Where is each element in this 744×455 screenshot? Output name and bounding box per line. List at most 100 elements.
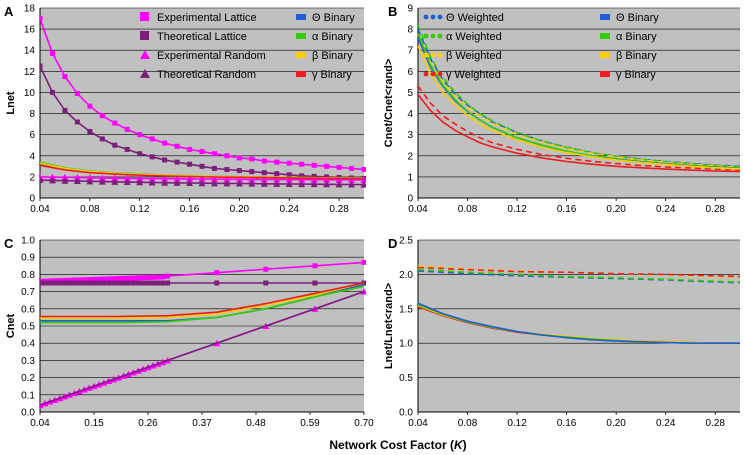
legend: Experimental Lattice Theoretical Lattice E… xyxy=(140,12,355,81)
data-point-triangle xyxy=(273,180,281,187)
data-point-square xyxy=(116,276,122,282)
data-point-square xyxy=(87,129,93,134)
data-point-square xyxy=(86,277,92,283)
series-line--binary xyxy=(418,302,740,345)
y-tick-label: 0.0 xyxy=(21,408,35,419)
data-point-triangle xyxy=(235,180,243,187)
data-point-square xyxy=(174,143,180,149)
y-axis-label: Cnet/Cnet<rand> xyxy=(383,59,395,148)
legend-swatch xyxy=(296,71,306,77)
data-point-square xyxy=(111,280,117,286)
y-axis-label: Cnet xyxy=(5,313,17,338)
legend-dot xyxy=(423,33,429,39)
data-point-square xyxy=(199,149,205,155)
data-point-square xyxy=(106,280,112,286)
data-point-square xyxy=(312,280,318,286)
data-point-triangle xyxy=(148,175,156,182)
data-point-square xyxy=(62,107,68,113)
data-point-triangle xyxy=(360,176,366,183)
legend-dot xyxy=(430,33,436,39)
data-point-square xyxy=(125,275,131,281)
data-point-square xyxy=(155,274,161,280)
data-point-square xyxy=(261,158,267,164)
data-point-square xyxy=(224,167,230,172)
panel-d: 0.0 0.5 1.0 1.5 2.0 2.5 0.04 0.08 0.12 0.16 0.20 0.… xyxy=(383,236,741,429)
legend-marker-triangle xyxy=(140,69,150,78)
data-point-square xyxy=(52,280,58,286)
data-point-square xyxy=(162,157,168,163)
x-tick-label: 0.59 xyxy=(300,418,320,429)
data-point-square xyxy=(112,142,118,148)
x-tick-label: 0.28 xyxy=(705,418,725,429)
y-tick-label: 2.0 xyxy=(399,270,413,281)
y-tick-label: 14 xyxy=(24,46,36,57)
panel-a: 0 2 4 6 8 10 12 14 16 18 0.04 0.08 0.12 0.16 0.20 0.24 0… xyxy=(4,4,366,215)
data-point-square xyxy=(96,276,102,282)
data-point-triangle xyxy=(210,179,218,187)
x-tick-label: 0.24 xyxy=(656,418,676,429)
data-point-square xyxy=(236,155,242,161)
y-tick-label: 2.5 xyxy=(399,236,413,247)
data-point-triangle xyxy=(98,178,106,185)
data-point-square xyxy=(66,277,72,283)
y-tick-label: 4 xyxy=(29,151,35,162)
data-point-square xyxy=(160,280,166,286)
y-tick-label: 0.1 xyxy=(21,390,35,401)
data-point-triangle xyxy=(223,179,231,187)
data-point-square xyxy=(211,165,217,171)
legend-label: α Binary xyxy=(312,31,353,43)
data-point-square xyxy=(130,280,136,286)
x-tick-label: 0.15 xyxy=(84,418,104,429)
data-point-square xyxy=(165,280,171,286)
data-point-triangle xyxy=(285,180,293,187)
data-point-square xyxy=(145,274,151,280)
y-tick-label: 3 xyxy=(407,130,413,141)
data-point-triangle xyxy=(260,180,268,187)
legend-label: Experimental Lattice xyxy=(157,12,257,24)
data-point-square xyxy=(162,140,168,146)
data-point-triangle xyxy=(360,181,366,188)
series-line--binary xyxy=(418,45,741,170)
x-tick-label: 0.08 xyxy=(80,204,100,215)
y-tick-label: 18 xyxy=(24,4,36,15)
y-tick-label: 5 xyxy=(407,88,413,99)
data-point-triangle xyxy=(136,178,144,186)
series-line--binary xyxy=(40,285,365,324)
data-point-triangle xyxy=(298,180,306,188)
data-point-triangle xyxy=(173,175,181,182)
data-point-triangle xyxy=(348,176,356,183)
data-point-triangle xyxy=(186,175,194,182)
y-tick-label: 0.9 xyxy=(21,253,35,264)
data-point-square xyxy=(106,276,112,282)
y-tick-label: 0.7 xyxy=(21,287,35,298)
data-point-triangle xyxy=(161,179,169,186)
legend-label: Θ Binary xyxy=(312,12,355,24)
series-line-theoretical-random xyxy=(40,290,365,406)
legend-dot xyxy=(423,71,429,77)
legend-dot xyxy=(437,14,443,20)
legend-dot xyxy=(437,71,443,77)
data-point-square xyxy=(311,162,317,168)
x-tick-label: 0.08 xyxy=(458,204,478,215)
data-point-square xyxy=(187,146,193,152)
y-tick-label: 2 xyxy=(29,172,35,183)
data-point-square xyxy=(87,103,93,109)
data-point-square xyxy=(135,275,141,281)
x-tick-label: 0.12 xyxy=(507,418,527,429)
y-axis-label: Lnet/Lnet<rand> xyxy=(383,283,395,369)
data-point-triangle xyxy=(223,175,231,183)
y-tick-label: 0 xyxy=(29,194,35,205)
data-point-triangle xyxy=(298,176,306,183)
data-point-square xyxy=(160,274,166,280)
series-group xyxy=(418,24,741,173)
data-point-square xyxy=(361,259,366,265)
y-tick-label: 10 xyxy=(24,88,36,99)
legend-label: α Binary xyxy=(616,31,657,43)
data-point-triangle xyxy=(310,180,318,188)
x-tick-label: 0.04 xyxy=(30,204,50,215)
legend-label: α Weighted xyxy=(446,31,502,43)
data-point-triangle xyxy=(285,176,293,183)
x-tick-label: 0.08 xyxy=(458,418,478,429)
y-tick-label: 1.0 xyxy=(21,236,35,247)
data-point-triangle xyxy=(40,176,44,184)
